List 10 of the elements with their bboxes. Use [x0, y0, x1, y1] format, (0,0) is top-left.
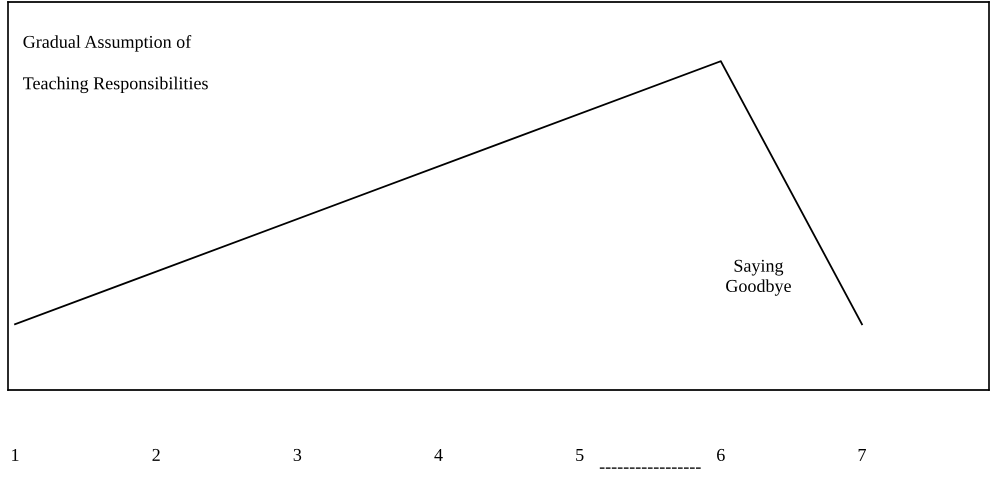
x-tick-label: 1	[12, 448, 18, 461]
x-tick-label: 2	[152, 448, 160, 461]
x-tick-label: 5	[576, 449, 584, 462]
x-tick-label: 7	[858, 449, 866, 461]
x-tick-label: 3	[294, 448, 302, 462]
x-tick-label: 6	[717, 448, 725, 462]
x-tick-label: 4	[434, 448, 443, 461]
annotation: Saying Goodbye	[726, 260, 791, 296]
text: Gradual Assumption of Teaching Responsibilities	[23, 35, 208, 94]
text: -----------------	[600, 467, 701, 469]
